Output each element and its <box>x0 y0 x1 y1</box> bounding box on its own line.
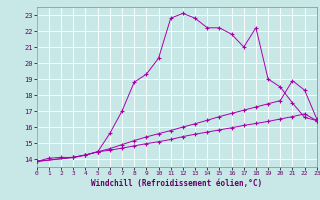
X-axis label: Windchill (Refroidissement éolien,°C): Windchill (Refroidissement éolien,°C) <box>91 179 262 188</box>
